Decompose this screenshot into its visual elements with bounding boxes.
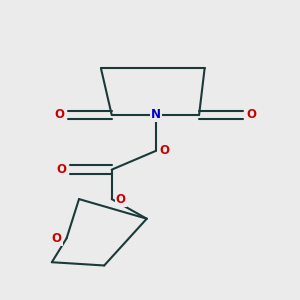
Text: N: N: [151, 109, 160, 122]
Text: O: O: [246, 109, 256, 122]
Text: O: O: [159, 145, 170, 158]
Text: O: O: [56, 163, 66, 176]
Text: O: O: [54, 109, 64, 122]
Text: O: O: [52, 232, 62, 245]
Text: O: O: [116, 193, 126, 206]
